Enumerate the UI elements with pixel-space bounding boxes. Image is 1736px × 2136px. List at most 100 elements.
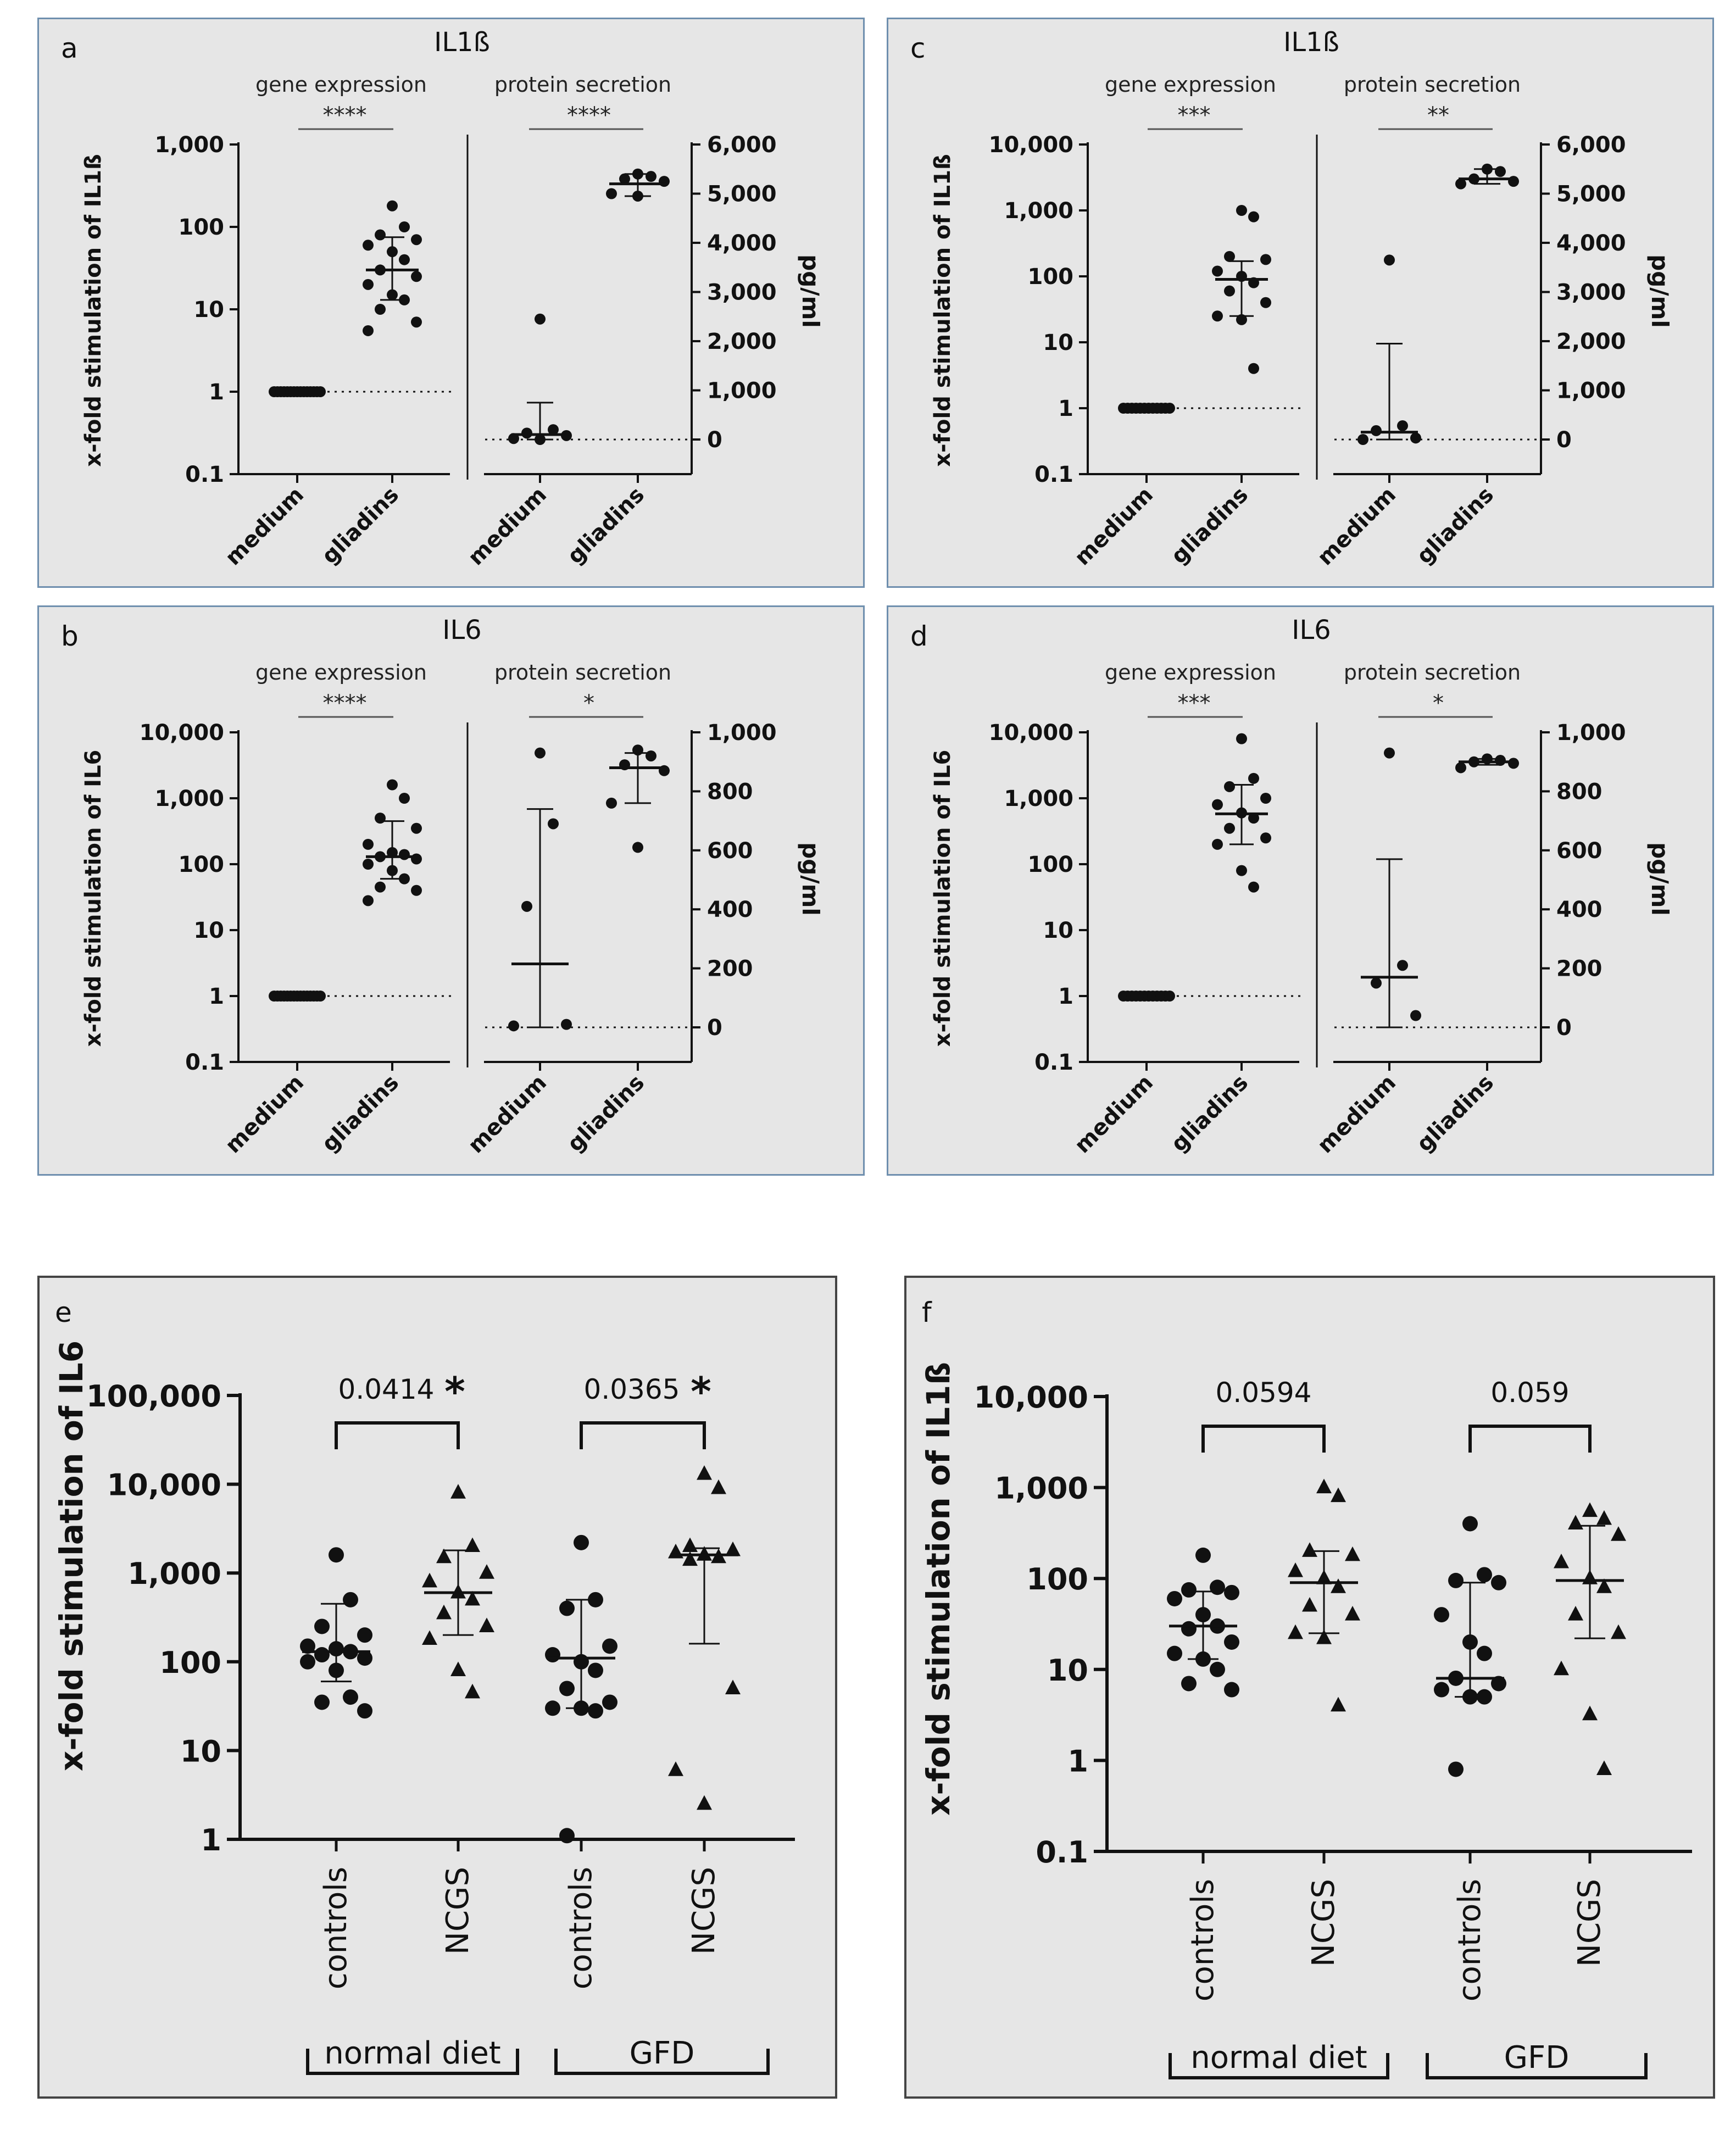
- category-label: controls: [563, 1867, 599, 1989]
- right-category-label: gliadins: [1412, 482, 1499, 569]
- group-3-point: [588, 1662, 603, 1678]
- left-gliadins-point: [1260, 793, 1271, 804]
- left-gliadins-point: [1212, 310, 1223, 322]
- panel-e: e x-fold stimulation of IL6 100,000 10,000 1…: [37, 1276, 837, 2099]
- group-4-point: [1596, 1578, 1612, 1593]
- category-label: controls: [1452, 1879, 1488, 2001]
- left-gliadins-point: [1260, 254, 1271, 265]
- right-y-tick-label: 200: [1556, 956, 1603, 982]
- panel-d: d IL6 gene expression x-fold stimulation of…: [887, 605, 1714, 1176]
- group-label: GFD: [1504, 2040, 1570, 2076]
- comparison-p-value: 0.059: [1490, 1377, 1569, 1409]
- group-label: normal diet: [1190, 2040, 1367, 2076]
- group-2-point: [450, 1661, 466, 1676]
- left-gliadins-point: [1248, 211, 1259, 222]
- left-y-tick-label: 1,000: [1004, 786, 1073, 811]
- y-axis-label: x-fold stimulation of IL6: [53, 1340, 90, 1771]
- panel-b-chart: b IL6 gene expression x-fold stimulation of…: [61, 615, 824, 1158]
- group-2-point: [465, 1537, 480, 1553]
- group-2-point: [1288, 1624, 1303, 1639]
- left-y-tick-label: 0.1: [185, 1050, 224, 1075]
- y-tick-label: 1,000: [994, 1471, 1088, 1506]
- left-gliadins-point: [1212, 265, 1223, 277]
- group-1-point: [1181, 1676, 1197, 1692]
- left-significance-mark: ***: [1178, 691, 1211, 716]
- left-significance-mark: ****: [323, 103, 367, 128]
- group-2-point: [1288, 1562, 1303, 1577]
- group-1-point: [1210, 1661, 1225, 1677]
- y-tick-label: 10: [1047, 1653, 1088, 1688]
- group-1-point: [300, 1638, 315, 1654]
- group-1-point: [300, 1654, 315, 1670]
- left-y-tick-label: 10,000: [140, 720, 224, 746]
- group-2-point: [1345, 1546, 1360, 1561]
- left-category-label: gliadins: [317, 482, 404, 569]
- chart-title: IL6: [442, 615, 481, 646]
- y-tick-label: 1: [201, 1823, 221, 1857]
- right-category-label: medium: [463, 482, 552, 571]
- right-y-tick-label: 6,000: [707, 132, 777, 158]
- right-y-tick-label: 800: [1556, 779, 1603, 804]
- right-medium-point: [535, 747, 546, 759]
- group-2-point: [436, 1548, 452, 1564]
- group-1-point: [314, 1694, 330, 1710]
- group-3-point: [588, 1703, 603, 1719]
- group-3-point: [545, 1700, 560, 1716]
- right-y-tick-label: 0: [707, 427, 722, 453]
- left-category-label: medium: [1070, 1070, 1158, 1159]
- right-gliadins-point: [632, 842, 643, 853]
- group-3-point: [1477, 1645, 1492, 1661]
- right-medium-point: [1397, 420, 1408, 431]
- chart-title: IL1ß: [1283, 27, 1339, 58]
- left-gliadins-point: [375, 304, 386, 315]
- left-y-tick-label: 100: [179, 852, 225, 877]
- right-y-tick-label: 6,000: [1556, 132, 1626, 158]
- left-y-tick-label: 100: [179, 215, 225, 240]
- panel-letter: a: [61, 32, 78, 64]
- group-1-point: [1210, 1579, 1225, 1595]
- left-gliadins-point: [1224, 285, 1235, 297]
- left-gliadins-point: [375, 229, 386, 241]
- right-gliadins-point: [1508, 758, 1519, 769]
- left-gliadins-point: [363, 325, 374, 336]
- right-category-label: medium: [1312, 1070, 1401, 1159]
- left-y-tick-label: 10: [1043, 330, 1073, 355]
- group-1-point: [357, 1650, 372, 1666]
- group-3-point: [1491, 1676, 1506, 1692]
- left-gliadins-point: [375, 813, 386, 824]
- group-label: normal diet: [324, 2035, 501, 2071]
- group-4-point: [682, 1551, 698, 1566]
- y-tick-label: 100: [1026, 1562, 1088, 1597]
- left-gliadins-point: [411, 234, 422, 246]
- right-medium-point: [535, 313, 546, 325]
- group-3-point: [1434, 1607, 1449, 1623]
- right-subtitle: protein secretion: [494, 660, 671, 685]
- group-4-point: [1596, 1510, 1612, 1525]
- left-y-axis-label: x-fold stimulation of IL6: [81, 750, 106, 1047]
- group-1-point: [357, 1703, 372, 1719]
- right-y-tick-label: 0: [707, 1015, 722, 1041]
- right-y-tick-label: 4,000: [1556, 231, 1626, 256]
- left-gliadins-point: [1236, 733, 1247, 744]
- group-4-point: [1582, 1705, 1598, 1721]
- right-y-tick-label: 0: [1556, 427, 1572, 453]
- left-gliadins-point: [1212, 799, 1223, 810]
- group-4-point: [1596, 1760, 1612, 1775]
- y-tick-label: 100,000: [86, 1379, 221, 1414]
- category-label: NCGS: [440, 1867, 476, 1955]
- right-medium-point: [548, 818, 559, 830]
- panel-f: f x-fold stimulation of IL1ß 10,000 1,000 10…: [904, 1276, 1715, 2099]
- right-gliadins-point: [1455, 762, 1466, 774]
- left-y-tick-label: 1: [209, 984, 224, 1009]
- group-3-point: [545, 1647, 560, 1663]
- left-gliadins-point: [363, 895, 374, 906]
- left-gliadins-point: [363, 838, 374, 850]
- right-y-tick-label: 2,000: [707, 329, 777, 354]
- group-2-point: [1302, 1597, 1317, 1612]
- right-medium-point: [1371, 977, 1382, 989]
- right-gliadins-point: [1495, 166, 1506, 177]
- right-y-tick-label: 1,000: [707, 720, 777, 746]
- left-subtitle: gene expression: [255, 660, 427, 685]
- group-4-point: [1582, 1502, 1598, 1517]
